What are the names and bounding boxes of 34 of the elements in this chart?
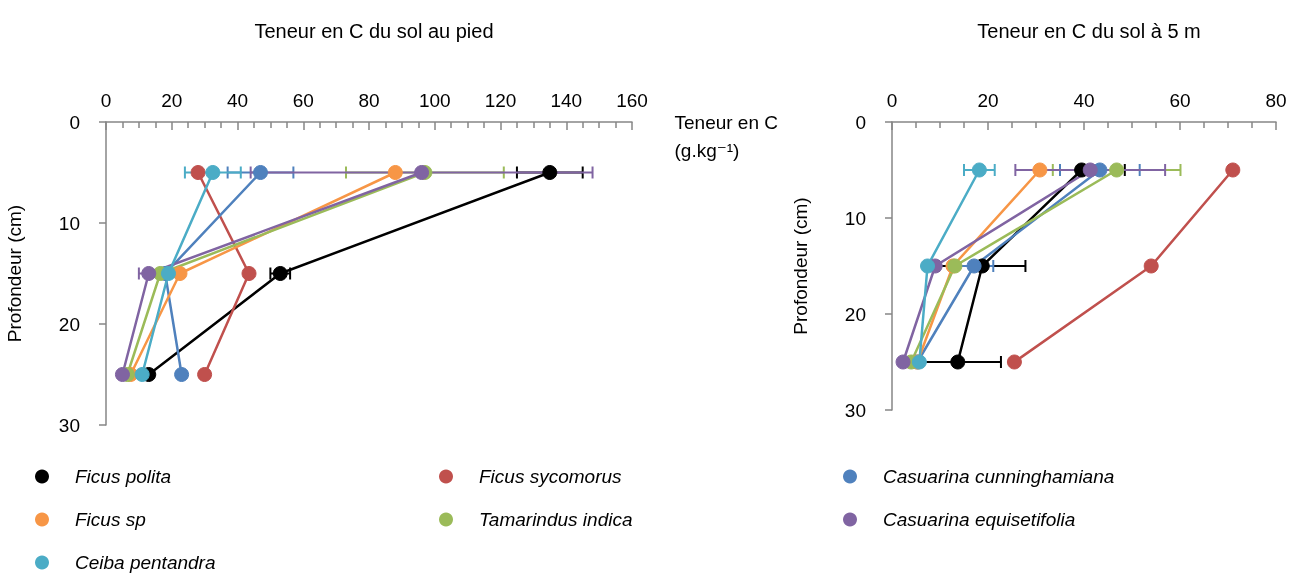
legend-label: Casuarina cunninghamiana [883,466,1115,487]
x-tick-label: 60 [1169,90,1191,111]
x-tick-label: 20 [977,90,999,111]
y-tick-label: 0 [69,111,80,133]
legend-label: Ceiba pentandra [75,552,216,573]
y-tick-label: 10 [844,207,866,229]
x-tick-label: 160 [616,90,648,111]
x-tick-label: 40 [1073,90,1095,111]
y-axis-title: Profondeur (cm) [4,204,25,343]
x-tick-label: 80 [1265,90,1287,111]
x-tick-label: 0 [100,90,112,111]
x-tick-label: 60 [292,90,314,111]
y-tick-label: 20 [58,313,80,335]
y-tick-label: 20 [844,303,866,325]
legend-label: Casuarina equisetifolia [883,509,1076,530]
legend-label: Tamarindus indica [479,509,633,530]
y-tick-label: 30 [58,414,80,436]
chart-title: Teneur en C du sol à 5 m [977,20,1201,42]
y-axis-title: Profondeur (cm) [790,197,811,335]
x-axis-title: Teneur en C (g.kg⁻¹) [674,111,779,161]
x-tick-label: 20 [161,90,183,111]
legend-label: Ficus polita [75,466,172,487]
x-tick-label: 80 [358,90,380,111]
x-tick-label: 40 [226,90,249,111]
y-tick-label: 10 [58,212,80,234]
x-tick-label: 120 [484,90,517,111]
y-tick-label: 0 [855,111,866,133]
chart-title: Teneur en C du sol au pied [254,20,494,42]
x-tick-label: 100 [418,90,451,111]
x-tick-label: 0 [886,90,898,111]
x-tick-label: 140 [550,90,583,111]
y-tick-label: 30 [844,399,866,421]
legend-label: Ficus sp [75,509,146,530]
legend-label: Ficus sycomorus [479,466,623,487]
